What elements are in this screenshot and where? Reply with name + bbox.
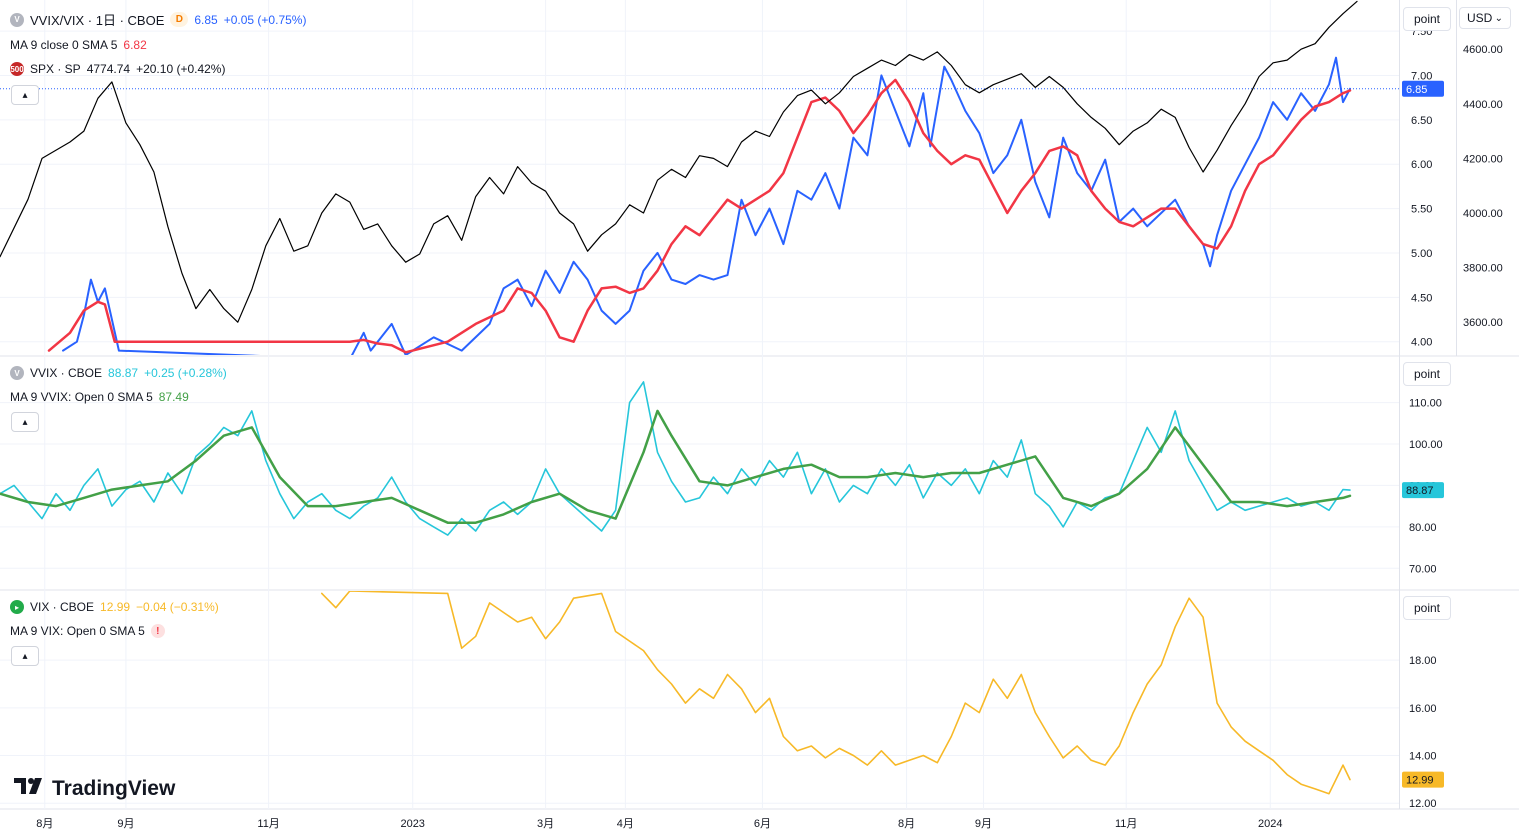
- last-price-label: 12.99: [1406, 775, 1434, 787]
- pane1-last: 6.85: [194, 12, 218, 27]
- pane1-scale-button[interactable]: point: [1403, 7, 1451, 31]
- chevron-up-icon: ▴: [22, 650, 28, 662]
- pane3-collapse-button[interactable]: ▴: [11, 646, 39, 666]
- currency-label: USD: [1467, 11, 1493, 25]
- chevron-down-icon: ⌄: [1494, 12, 1503, 24]
- pane3-symbol[interactable]: VIX · CBOE: [30, 600, 95, 614]
- pane-series-group: [0, 381, 1352, 536]
- pane2-ma-label: MA 9 VVIX: Open 0 SMA 5: [10, 390, 153, 404]
- tradingview-logo-icon: [14, 776, 46, 802]
- spx-change: +20.10 (+0.42%): [136, 62, 226, 76]
- price-tick-label: 4.00: [1411, 337, 1432, 349]
- pane1-ma-label: MA 9 close 0 SMA 5: [10, 38, 118, 52]
- time-tick-label: 6月: [754, 818, 771, 830]
- pane2-change: +0.25 (+0.28%): [144, 366, 227, 380]
- spx-label: SPX · SP: [30, 62, 81, 76]
- pane-series-group: [321, 591, 1351, 795]
- time-tick-label: 4月: [617, 818, 634, 830]
- last-price-label-bg: [1402, 482, 1444, 499]
- price-tick-label: 4.50: [1411, 292, 1432, 304]
- currency-button[interactable]: USD ⌄: [1459, 7, 1511, 29]
- chevron-up-icon: ▴: [22, 416, 28, 428]
- series-line-vix: [321, 591, 1351, 795]
- pane3-legend: ▸ VIX · CBOE 12.99 −0.04 (−0.31%): [10, 600, 219, 614]
- spx-tick-label: 4000.00: [1463, 208, 1503, 220]
- price-tick-label: 80.00: [1409, 522, 1437, 534]
- brand-name: TradingView: [52, 777, 176, 800]
- spx-logo-icon: 500: [10, 62, 24, 76]
- last-price-label-bg: [1402, 80, 1444, 97]
- pane1-collapse-button[interactable]: ▴: [11, 85, 39, 105]
- pane1-ma-value: 6.82: [123, 38, 147, 52]
- series-line-ma-9-vvix-open-0-sma-5: [0, 409, 1352, 524]
- pane2-scale-button[interactable]: point: [1403, 362, 1451, 386]
- pane1-change: +0.05 (+0.75%): [223, 12, 307, 27]
- price-tick-label: 110.00: [1409, 398, 1442, 410]
- time-axis-layer: 8月 9月 11月 2023 3月 4月 6月 8月 9月 11月 2024: [36, 818, 1282, 830]
- spx-tick-label: 4200.00: [1463, 153, 1503, 165]
- series-line-vvix: [0, 381, 1351, 536]
- vvix-logo-icon: V: [10, 366, 24, 380]
- pane2-ma-legend[interactable]: MA 9 VVIX: Open 0 SMA 5 87.49: [10, 390, 189, 404]
- time-tick-label: 2023: [400, 818, 424, 830]
- pane3-scale-button[interactable]: point: [1403, 596, 1451, 620]
- price-tick-label: 100.00: [1409, 439, 1443, 451]
- pane3-ma-label: MA 9 VIX: Open 0 SMA 5: [10, 624, 145, 638]
- pane1-legend: V VVIX/VIX · 1日 · CBOE D 6.85 +0.05 (+0.…: [10, 10, 306, 29]
- timeframe-badge: D: [170, 12, 189, 27]
- spx-tick-label: 3600.00: [1463, 317, 1503, 329]
- time-tick-label: 3月: [537, 818, 554, 830]
- pane2-ma-value: 87.49: [158, 390, 189, 404]
- last-price-label-bg: [1402, 771, 1444, 788]
- pane2-symbol[interactable]: VVIX · CBOE: [30, 366, 103, 380]
- price-tick-label: 6.00: [1411, 159, 1432, 171]
- price-tick-label: 16.00: [1409, 703, 1437, 715]
- pane2-legend: V VVIX · CBOE 88.87 +0.25 (+0.28%): [10, 366, 227, 380]
- chevron-up-icon: ▴: [22, 89, 28, 101]
- time-tick-label: 8月: [898, 818, 915, 830]
- price-tick-label: 18.00: [1409, 655, 1437, 667]
- spx-tick-label: 3800.00: [1463, 263, 1503, 275]
- pane-series-group: [0, 0, 1358, 355]
- spx-tick-label: 4400.00: [1463, 99, 1503, 111]
- series-line-ma-9-close-0-sma-5: [47, 78, 1352, 354]
- time-tick-label: 11月: [257, 818, 279, 830]
- exclamation-icon[interactable]: !: [150, 624, 165, 638]
- series-line-spx-sp: [0, 0, 1358, 323]
- price-tick-label: 70.00: [1409, 563, 1437, 575]
- pane1-symbol[interactable]: VVIX/VIX · 1日 · CBOE: [30, 13, 165, 28]
- price-axis-layer: 7.507.006.506.005.505.004.504.00110.0010…: [1402, 26, 1503, 810]
- pane3-change: −0.04 (−0.31%): [136, 600, 219, 614]
- time-tick-label: 8月: [36, 818, 53, 830]
- spx-legend[interactable]: 500 SPX · SP 4774.74 +20.10 (+0.42%): [10, 62, 225, 76]
- symbol-logo-icon: V: [10, 12, 24, 27]
- pane2-last: 88.87: [108, 366, 139, 380]
- vix-logo-icon: ▸: [10, 600, 24, 614]
- price-tick-label: 6.50: [1411, 115, 1432, 127]
- grid-layer: [0, 0, 1519, 810]
- brand-logo[interactable]: TradingView: [14, 776, 175, 802]
- price-tick-label: 5.00: [1411, 248, 1432, 260]
- spx-tick-label: 4600.00: [1463, 44, 1503, 56]
- pane1-ma-legend[interactable]: MA 9 close 0 SMA 5 6.82: [10, 38, 147, 52]
- time-tick-label: 2024: [1258, 818, 1282, 830]
- last-price-label: 6.85: [1406, 84, 1427, 96]
- price-tick-label: 7.00: [1411, 70, 1432, 82]
- price-tick-label: 5.50: [1411, 204, 1432, 216]
- time-tick-label: 11月: [1115, 818, 1137, 830]
- spx-price: 4774.74: [86, 62, 131, 76]
- series-layer: [0, 0, 1358, 795]
- pane3-last: 12.99: [100, 600, 131, 614]
- price-tick-label: 14.00: [1409, 751, 1437, 763]
- time-tick-label: 9月: [975, 818, 992, 830]
- last-price-label: 88.87: [1406, 485, 1434, 497]
- pane3-ma-legend[interactable]: MA 9 VIX: Open 0 SMA 5 !: [10, 624, 165, 638]
- price-tick-label: 12.00: [1409, 798, 1437, 810]
- pane2-collapse-button[interactable]: ▴: [11, 412, 39, 432]
- time-tick-label: 9月: [117, 818, 134, 830]
